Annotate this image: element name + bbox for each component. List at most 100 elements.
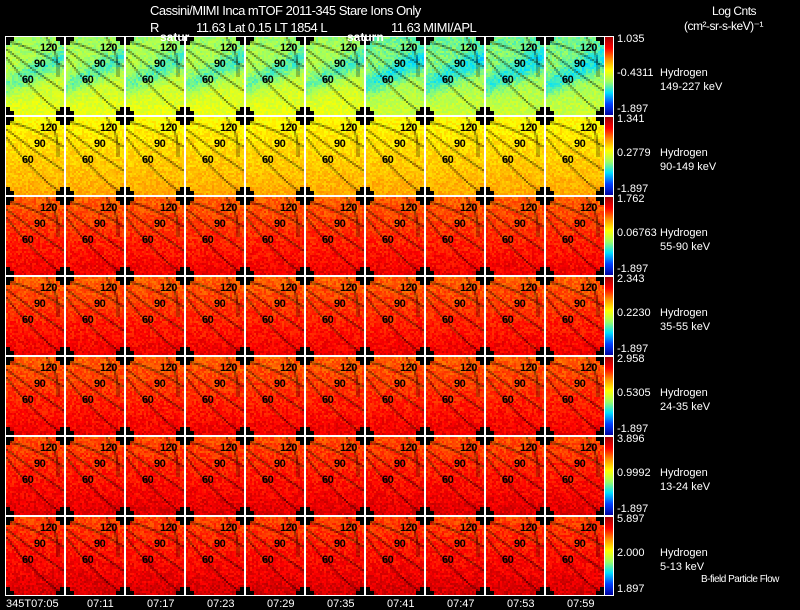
pitch-angle-contour-label: 90 — [514, 138, 526, 150]
heatmap-panel: 120 90 60 — [305, 116, 365, 196]
heatmap-cells — [546, 277, 604, 355]
colorbar — [604, 116, 614, 196]
pitch-angle-contour-label: 120 — [100, 122, 117, 134]
pitch-angle-contour-label: 90 — [94, 138, 106, 150]
heatmap-panel: 120 90 60 — [185, 516, 245, 596]
heatmap-cells — [126, 277, 184, 355]
pitch-angle-contour-label: 60 — [22, 554, 34, 566]
pitch-angle-contour-label: 60 — [502, 474, 514, 486]
pitch-angle-contour-label: 90 — [454, 378, 466, 390]
heatmap-cells — [126, 37, 184, 115]
pitch-angle-contour-label: 90 — [154, 538, 166, 550]
pitch-angle-contour-label: 120 — [520, 442, 537, 454]
pitch-angle-contour-label: 120 — [40, 362, 57, 374]
pitch-angle-contour-label: 90 — [394, 538, 406, 550]
colorbar-min-value: -1.897 — [617, 423, 649, 435]
colorbar-min-value: 1.897 — [617, 583, 645, 595]
pitch-angle-contour-label: 120 — [580, 442, 597, 454]
pitch-angle-contour-label: 60 — [322, 394, 334, 406]
pitch-angle-contour-label: 90 — [214, 378, 226, 390]
saturn-marker-label: satur — [160, 30, 190, 44]
pitch-angle-contour-label: 60 — [442, 474, 454, 486]
pitch-angle-contour-label: 120 — [220, 202, 237, 214]
pitch-angle-contour-label: 120 — [280, 362, 297, 374]
heatmap-cells — [306, 437, 364, 515]
heatmap-cells — [186, 437, 244, 515]
pitch-angle-contour-label: 60 — [382, 154, 394, 166]
pitch-angle-contour-label: 120 — [220, 442, 237, 454]
pitch-angle-contour-label: 90 — [394, 218, 406, 230]
pitch-angle-contour-label: 120 — [340, 362, 357, 374]
heatmap-panel: 120 90 60 — [5, 196, 65, 276]
species-label: Hydrogen — [660, 67, 708, 79]
pitch-angle-contour-label: 60 — [22, 394, 34, 406]
colorbar-mid-value: 0.5305 — [617, 387, 651, 399]
heatmap-panel: 120 90 60 — [545, 116, 605, 196]
pitch-angle-contour-label: 120 — [580, 202, 597, 214]
pitch-angle-contour-label: 60 — [262, 554, 274, 566]
heatmap-panel: 120 90 60 — [65, 356, 125, 436]
heatmap-panel: 120 90 60 — [485, 36, 545, 116]
colorbar-mid-value: 0.2779 — [617, 147, 651, 159]
energy-range-label: 5-13 keV — [660, 561, 705, 573]
pitch-angle-contour-label: 60 — [502, 234, 514, 246]
pitch-angle-contour-label: 60 — [382, 74, 394, 86]
heatmap-cells — [246, 197, 304, 275]
plot-title: Cassini/MIMI Inca mTOF 2011-345 Stare Io… — [150, 3, 421, 18]
heatmap-panel: 120 90 60 — [305, 276, 365, 356]
pitch-angle-contour-label: 120 — [340, 202, 357, 214]
pitch-angle-contour-label: 60 — [382, 314, 394, 326]
pitch-angle-contour-label: 90 — [34, 138, 46, 150]
pitch-angle-contour-label: 90 — [274, 58, 286, 70]
energy-range-label: 13-24 keV — [660, 481, 711, 493]
pitch-angle-contour-label: 90 — [574, 538, 586, 550]
colorbar-max-value: 1.341 — [617, 113, 645, 125]
pitch-angle-contour-label: 90 — [514, 378, 526, 390]
heatmap-cells — [6, 437, 64, 515]
pitch-angle-contour-label: 60 — [382, 554, 394, 566]
heatmap-panel: 120 90 60 — [425, 196, 485, 276]
heatmap-panel: 120 90 60 — [65, 36, 125, 116]
pitch-angle-contour-label: 120 — [520, 122, 537, 134]
pitch-angle-contour-label: 90 — [574, 58, 586, 70]
heatmap-panel: 120 90 60 — [545, 436, 605, 516]
energy-range-label: 24-35 keV — [660, 401, 711, 413]
heatmap-cells — [306, 517, 364, 595]
pitch-angle-contour-label: 90 — [334, 458, 346, 470]
pitch-angle-contour-label: 120 — [340, 442, 357, 454]
heatmap-cells — [486, 437, 544, 515]
pitch-angle-contour-label: 60 — [22, 474, 34, 486]
pitch-angle-contour-label: 120 — [520, 362, 537, 374]
pitch-angle-contour-label: 60 — [202, 154, 214, 166]
heatmap-panel: 120 90 60 — [245, 116, 305, 196]
pitch-angle-contour-label: 60 — [442, 314, 454, 326]
heatmap-cells — [66, 517, 124, 595]
pitch-angle-contour-label: 120 — [280, 282, 297, 294]
pitch-angle-contour-label: 90 — [574, 138, 586, 150]
pitch-angle-contour-label: 60 — [322, 554, 334, 566]
heatmap-cells — [66, 117, 124, 195]
heatmap-cells — [66, 37, 124, 115]
heatmap-panel: 120 90 60 — [305, 196, 365, 276]
pitch-angle-contour-label: 60 — [322, 154, 334, 166]
pitch-angle-contour-label: 90 — [34, 538, 46, 550]
pitch-angle-contour-label: 60 — [202, 234, 214, 246]
pitch-angle-contour-label: 60 — [442, 74, 454, 86]
energy-channel-label: Hydrogen 5-13 keV — [660, 546, 708, 574]
pitch-angle-contour-label: 90 — [94, 218, 106, 230]
heatmap-panel: 120 90 60 — [125, 436, 185, 516]
pitch-angle-contour-label: 60 — [202, 394, 214, 406]
pitch-angle-contour-label: 60 — [442, 154, 454, 166]
pitch-angle-contour-label: 60 — [82, 314, 94, 326]
pitch-angle-contour-label: 120 — [520, 282, 537, 294]
pitch-angle-contour-label: 120 — [100, 282, 117, 294]
pitch-angle-contour-label: 90 — [514, 458, 526, 470]
pitch-angle-contour-label: 90 — [94, 378, 106, 390]
pitch-angle-contour-label: 60 — [322, 314, 334, 326]
pitch-angle-contour-label: 120 — [400, 122, 417, 134]
pitch-angle-contour-label: 120 — [280, 122, 297, 134]
pitch-angle-contour-label: 90 — [394, 458, 406, 470]
heatmap-panel: 120 90 60 — [365, 356, 425, 436]
heatmap-cells — [366, 277, 424, 355]
colorbar — [604, 196, 614, 276]
